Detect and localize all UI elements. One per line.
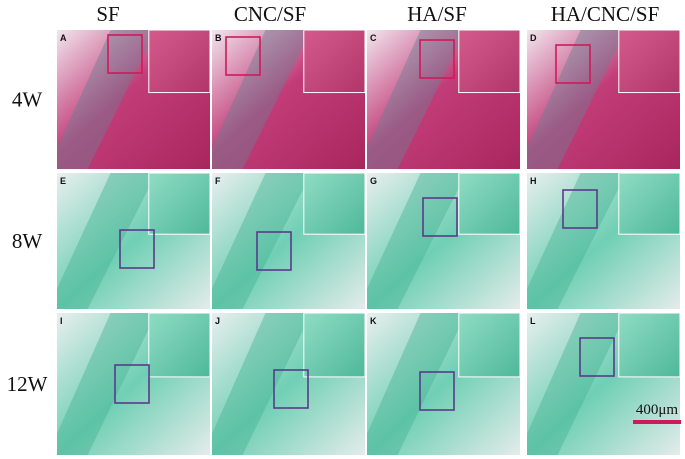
magnified-inset: [618, 312, 681, 378]
tissue-band: [212, 173, 312, 309]
tissue-band: [367, 313, 467, 455]
panel-letter: K: [370, 316, 377, 326]
magnified-inset: [303, 312, 366, 378]
column-header: HA/CNC/SF: [551, 2, 660, 26]
row-label: 12W: [7, 372, 48, 396]
tissue-band: [367, 173, 467, 309]
panel-letter: H: [530, 176, 537, 186]
tissue-band: [57, 30, 157, 169]
panel-letter: A: [60, 33, 67, 43]
scale-bar: [633, 420, 681, 424]
scale-bar-label: 400μm: [636, 402, 679, 418]
tissue-band: [527, 313, 627, 455]
region-box: [555, 44, 591, 84]
tissue-band: [57, 313, 157, 455]
panel-letter: B: [215, 33, 222, 43]
panel-letter: C: [370, 33, 377, 43]
panel-letter: E: [60, 176, 66, 186]
tissue-band: [212, 30, 312, 169]
tissue-band: [212, 313, 312, 455]
region-box: [579, 337, 615, 377]
panel-letter: D: [530, 33, 537, 43]
column-header: SF: [96, 2, 119, 26]
tissue-band: [367, 30, 467, 169]
magnified-inset: [618, 29, 681, 94]
magnified-inset: [618, 172, 681, 235]
tissue-band: [57, 173, 157, 309]
magnified-inset: [458, 29, 521, 94]
region-box: [107, 34, 143, 74]
panel-letter: G: [370, 176, 377, 186]
panel-letter: L: [530, 316, 536, 326]
region-box: [562, 189, 598, 229]
magnified-inset: [458, 312, 521, 378]
panel-letter: F: [215, 176, 221, 186]
tissue-band: [527, 173, 627, 309]
region-box: [256, 231, 292, 271]
panel-letter: J: [215, 316, 220, 326]
panel-letter: I: [60, 316, 63, 326]
region-box: [422, 197, 458, 237]
region-box: [225, 36, 261, 76]
magnified-inset: [148, 172, 211, 235]
region-box: [273, 369, 309, 409]
column-header: CNC/SF: [234, 2, 306, 26]
magnified-inset: [458, 172, 521, 235]
row-label: 8W: [12, 229, 43, 253]
magnified-inset: [148, 29, 211, 94]
region-box: [419, 371, 455, 411]
region-box: [419, 39, 455, 79]
magnified-inset: [303, 29, 366, 94]
column-header: HA/SF: [407, 2, 467, 26]
region-box: [114, 364, 150, 404]
magnified-inset: [303, 172, 366, 235]
tissue-band: [527, 30, 627, 169]
row-label: 4W: [12, 88, 43, 112]
region-box: [119, 229, 155, 269]
magnified-inset: [148, 312, 211, 378]
